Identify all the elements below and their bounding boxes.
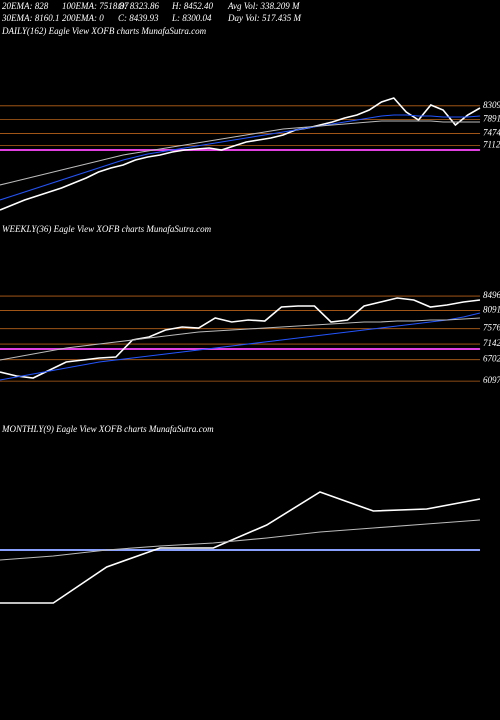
header-stat: Day Vol: 517.435 M [227, 13, 301, 23]
header-stat: H: 8452.40 [171, 1, 213, 11]
y-tick-label: 6702 [483, 354, 500, 364]
panel-title: MONTHLY(9) Eagle View XOFB charts Munafa… [1, 424, 214, 434]
y-tick-label: 7112 [483, 139, 500, 149]
y-tick-label: 7576 [483, 323, 500, 333]
price-line [0, 519, 481, 561]
header-stat: Avg Vol: 338.209 M [227, 1, 300, 11]
header-stat: 20EMA: 828 [2, 1, 49, 11]
y-tick-label: 7891 [483, 114, 500, 124]
price-line [0, 297, 481, 379]
y-tick-label: 6097 [483, 375, 500, 385]
price-line [0, 317, 481, 361]
price-line [0, 491, 481, 604]
y-tick-label: 8091 [483, 304, 500, 314]
header-stat: 200EMA: 0 [62, 13, 104, 23]
price-line [0, 120, 480, 186]
header-stat: C: 8439.93 [118, 13, 159, 23]
panel-title: DAILY(162) Eagle View XOFB charts Munafa… [1, 26, 207, 36]
header-stat: O: 8323.86 [118, 1, 159, 11]
price-line [0, 114, 481, 201]
header-stat: 30EMA: 8160.1 [1, 13, 60, 23]
price-line [0, 97, 481, 211]
y-tick-label: 7142 [483, 338, 500, 348]
y-tick-label: 8309 [483, 100, 500, 110]
header-stat: L: 8300.04 [171, 13, 212, 23]
panel-title: WEEKLY(36) Eagle View XOFB charts Munafa… [2, 224, 212, 234]
header-stat: 100EMA: 7518.87 [62, 1, 129, 11]
y-tick-label: 7474 [483, 127, 500, 137]
y-tick-label: 8496 [483, 290, 500, 300]
price-line [0, 312, 481, 381]
